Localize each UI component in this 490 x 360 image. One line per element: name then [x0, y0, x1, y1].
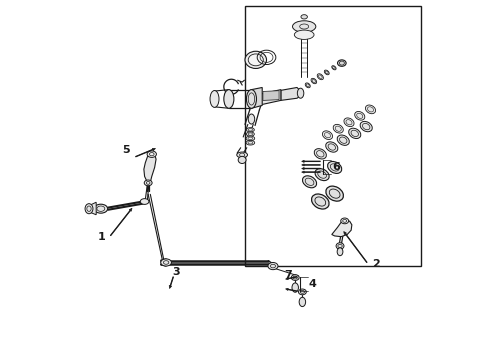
- Ellipse shape: [314, 149, 326, 159]
- Ellipse shape: [299, 297, 306, 307]
- Ellipse shape: [147, 151, 156, 157]
- Ellipse shape: [161, 259, 171, 266]
- Polygon shape: [90, 202, 96, 215]
- Ellipse shape: [328, 161, 342, 174]
- Ellipse shape: [317, 74, 323, 80]
- Ellipse shape: [248, 114, 255, 124]
- Ellipse shape: [248, 54, 263, 66]
- Ellipse shape: [94, 204, 108, 213]
- Ellipse shape: [292, 283, 298, 292]
- Ellipse shape: [291, 275, 299, 280]
- Ellipse shape: [298, 289, 306, 295]
- Ellipse shape: [246, 136, 255, 141]
- Ellipse shape: [140, 199, 149, 204]
- Ellipse shape: [245, 51, 267, 68]
- Ellipse shape: [246, 90, 256, 108]
- Ellipse shape: [301, 15, 307, 19]
- Ellipse shape: [297, 88, 304, 98]
- FancyArrow shape: [286, 288, 297, 292]
- Ellipse shape: [85, 204, 93, 214]
- Ellipse shape: [224, 90, 234, 108]
- Ellipse shape: [210, 90, 219, 107]
- Ellipse shape: [355, 112, 365, 120]
- Ellipse shape: [246, 140, 255, 145]
- FancyArrow shape: [302, 171, 320, 173]
- Polygon shape: [281, 87, 300, 100]
- FancyArrow shape: [136, 148, 155, 157]
- FancyArrow shape: [302, 160, 320, 162]
- Ellipse shape: [326, 186, 343, 201]
- Ellipse shape: [268, 262, 278, 270]
- Polygon shape: [332, 220, 352, 237]
- Text: 7: 7: [284, 270, 292, 280]
- Polygon shape: [251, 87, 262, 108]
- FancyArrow shape: [343, 231, 367, 263]
- Ellipse shape: [360, 121, 372, 132]
- Ellipse shape: [237, 152, 247, 158]
- Ellipse shape: [337, 248, 343, 256]
- FancyArrow shape: [110, 208, 132, 236]
- Text: 3: 3: [172, 267, 180, 277]
- Ellipse shape: [246, 132, 254, 136]
- FancyArrow shape: [286, 276, 297, 280]
- Ellipse shape: [246, 128, 254, 132]
- Ellipse shape: [333, 124, 343, 133]
- Ellipse shape: [294, 30, 314, 40]
- Text: 5: 5: [122, 145, 130, 155]
- Ellipse shape: [312, 194, 329, 209]
- Ellipse shape: [322, 131, 333, 140]
- Text: 4: 4: [309, 279, 317, 289]
- Ellipse shape: [326, 142, 338, 152]
- Ellipse shape: [293, 21, 316, 32]
- Ellipse shape: [344, 118, 354, 127]
- Ellipse shape: [324, 70, 329, 75]
- Ellipse shape: [341, 218, 349, 224]
- Ellipse shape: [302, 176, 317, 188]
- FancyArrow shape: [302, 167, 320, 170]
- Text: 1: 1: [98, 232, 106, 242]
- Polygon shape: [261, 90, 281, 105]
- Ellipse shape: [305, 83, 310, 88]
- Text: 2: 2: [372, 259, 380, 269]
- Ellipse shape: [349, 128, 361, 139]
- Ellipse shape: [315, 168, 329, 181]
- Ellipse shape: [332, 66, 336, 70]
- Polygon shape: [263, 91, 279, 100]
- FancyArrow shape: [169, 277, 173, 288]
- Ellipse shape: [338, 60, 346, 66]
- Text: 6: 6: [332, 162, 340, 172]
- Ellipse shape: [238, 156, 246, 163]
- Ellipse shape: [144, 180, 152, 186]
- Ellipse shape: [311, 78, 317, 84]
- Ellipse shape: [336, 243, 344, 249]
- Polygon shape: [144, 153, 156, 184]
- Ellipse shape: [337, 135, 349, 145]
- Ellipse shape: [366, 105, 375, 114]
- Bar: [245, 6, 421, 266]
- FancyArrow shape: [302, 164, 320, 166]
